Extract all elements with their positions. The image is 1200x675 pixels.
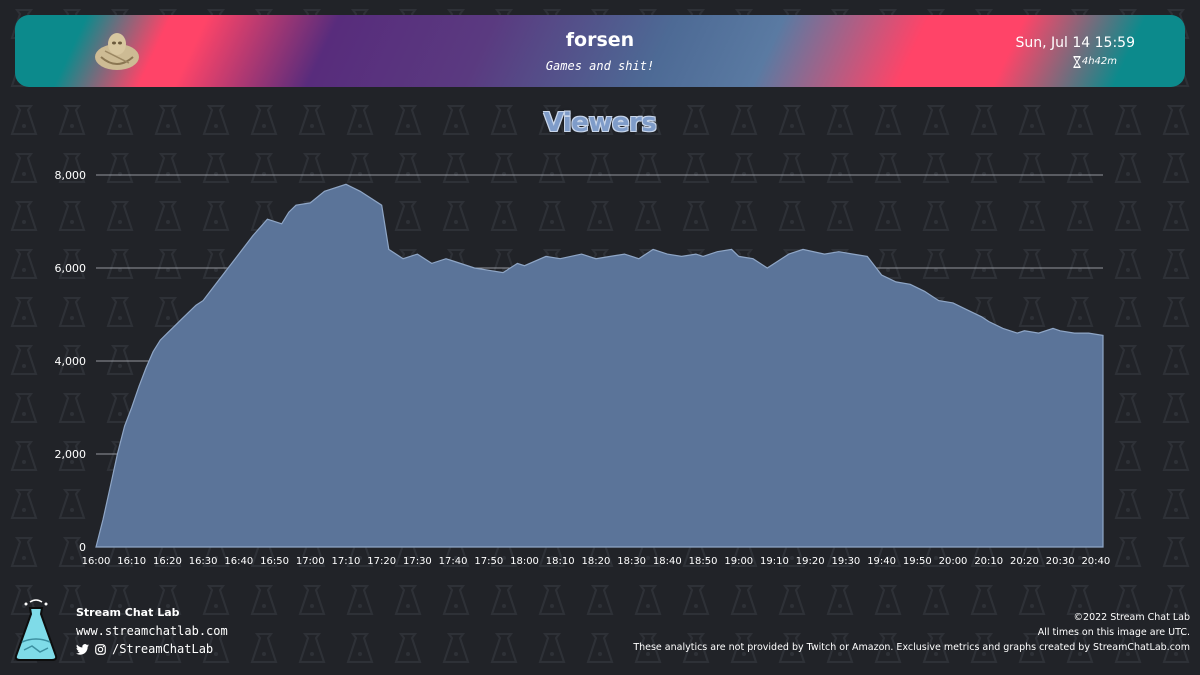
x-tick-label: 18:20 — [582, 556, 611, 567]
stream-title: Games and shit! — [545, 59, 655, 73]
y-tick-label: 8,000 — [55, 169, 87, 182]
x-tick-label: 18:10 — [546, 556, 575, 567]
x-tick-label: 17:00 — [296, 556, 325, 567]
x-tick-label: 19:00 — [724, 556, 753, 567]
x-tick-label: 19:20 — [796, 556, 825, 567]
x-tick-label: 17:30 — [403, 556, 432, 567]
x-tick-label: 20:40 — [1081, 556, 1110, 567]
x-tick-label: 19:10 — [760, 556, 789, 567]
x-tick-label: 17:40 — [439, 556, 468, 567]
x-tick-label: 19:40 — [867, 556, 896, 567]
x-tick-label: 16:40 — [224, 556, 253, 567]
x-tick-label: 16:20 — [153, 556, 182, 567]
y-tick-label: 0 — [79, 541, 86, 554]
x-tick-label: 16:00 — [82, 556, 111, 567]
y-tick-label: 4,000 — [55, 355, 87, 368]
stream-date: Sun, Jul 14 15:59 — [1015, 35, 1136, 51]
x-tick-label: 19:30 — [831, 556, 860, 567]
hourglass-icon — [1073, 56, 1081, 68]
chart-title: Viewers — [543, 108, 657, 138]
x-tick-label: 20:20 — [1010, 556, 1039, 567]
x-tick-label: 18:30 — [617, 556, 646, 567]
footer-social-handle[interactable]: /StreamChatLab — [112, 642, 214, 656]
channel-name: forsen — [565, 29, 635, 51]
x-tick-label: 17:50 — [474, 556, 503, 567]
x-tick-label: 19:50 — [903, 556, 932, 567]
x-tick-label: 16:50 — [260, 556, 289, 567]
x-tick-label: 18:50 — [689, 556, 718, 567]
stream-header: forsen Games and shit! Sun, Jul 14 15:59… — [15, 15, 1185, 87]
footer-disclaimer: These analytics are not provided by Twit… — [633, 642, 1190, 653]
stream-chat-lab-logo-icon — [14, 599, 58, 661]
x-tick-label: 18:40 — [653, 556, 682, 567]
x-tick-label: 18:00 — [510, 556, 539, 567]
x-tick-label: 16:30 — [189, 556, 218, 567]
footer-copyright: ©2022 Stream Chat Lab — [1073, 612, 1190, 623]
x-tick-label: 16:10 — [117, 556, 146, 567]
footer-brand: Stream Chat Lab — [76, 606, 180, 619]
footer-timezone-note: All times on this image are UTC. — [1037, 627, 1190, 638]
x-tick-label: 17:10 — [332, 556, 361, 567]
x-tick-label: 20:00 — [939, 556, 968, 567]
x-tick-label: 17:20 — [367, 556, 396, 567]
twitter-icon[interactable] — [76, 643, 89, 655]
footer-site[interactable]: www.streamchatlab.com — [76, 624, 228, 638]
channel-avatar-icon — [95, 33, 139, 70]
viewers-chart: 0 2,000 4,000 6,000 8,000 16:00 16:10 16:20 16:3… — [55, 169, 1111, 567]
y-tick-label: 6,000 — [55, 262, 87, 275]
y-tick-label: 2,000 — [55, 448, 87, 461]
instagram-icon[interactable] — [95, 643, 106, 655]
stream-duration: 4h42m — [1081, 56, 1117, 67]
x-tick-label: 20:10 — [974, 556, 1003, 567]
x-tick-label: 20:30 — [1046, 556, 1075, 567]
footer-social: /StreamChatLab — [76, 642, 213, 656]
viewers-area — [95, 183, 1104, 548]
